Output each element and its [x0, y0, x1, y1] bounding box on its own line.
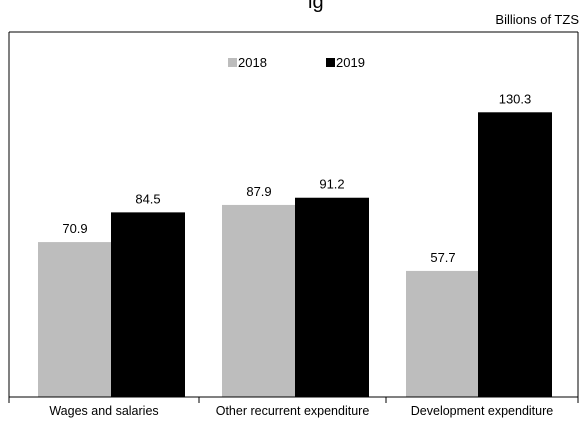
- bar-2019-3: [478, 112, 552, 398]
- legend-swatch-2019: [326, 58, 335, 67]
- clipped-title-fragment: ig: [308, 0, 324, 13]
- unit-label: Billions of TZS: [495, 12, 579, 27]
- legend-label-2019: 2019: [336, 55, 365, 70]
- legend-label-2018: 2018: [238, 55, 267, 70]
- x-tick-label-3: Development expenditure: [411, 404, 553, 418]
- bar-2018-3: [406, 270, 480, 397]
- legend-swatch-2018: [228, 58, 237, 67]
- bar-2019-1: [111, 212, 185, 397]
- x-tick-label-2: Other recurrent expenditure: [216, 404, 370, 418]
- data-label-2018-2: 87.9: [246, 184, 271, 199]
- data-label-2019-3: 130.3: [499, 91, 532, 106]
- bar-2019-2: [295, 197, 369, 397]
- x-tick-label-1: Wages and salaries: [49, 404, 158, 418]
- data-label-2019-2: 91.2: [319, 177, 344, 192]
- data-label-2018-3: 57.7: [430, 250, 455, 265]
- bar-2018-1: [38, 242, 112, 397]
- data-label-2019-1: 84.5: [135, 191, 160, 206]
- bar-2018-2: [222, 204, 296, 397]
- data-label-2018-1: 70.9: [62, 221, 87, 236]
- plot-area: 70.9 87.9 57.7 84.5 91.2 130.3 Wages and salar…: [8, 31, 579, 418]
